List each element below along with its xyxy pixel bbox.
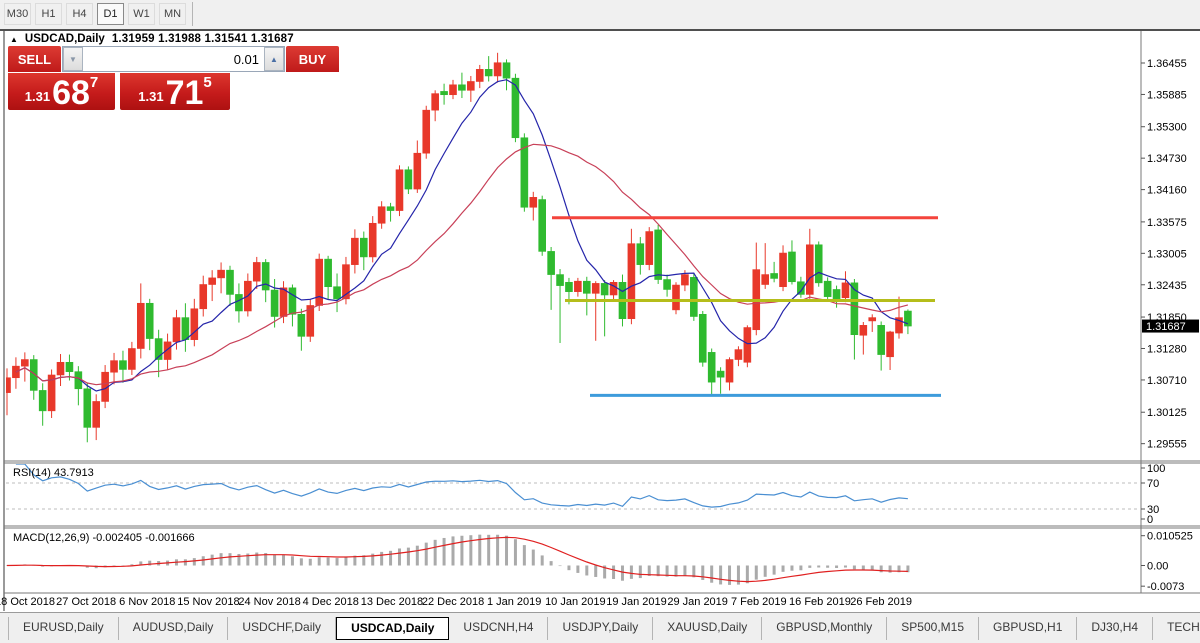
timeframe-button-w1[interactable]: W1 bbox=[128, 3, 155, 25]
rsi-indicator-label: RSI(14) 43.7913 bbox=[13, 467, 94, 479]
svg-text:24 Nov 2018: 24 Nov 2018 bbox=[238, 596, 300, 608]
svg-text:0.010525: 0.010525 bbox=[1147, 531, 1193, 543]
toolbar-separator bbox=[192, 2, 193, 26]
svg-text:1.31280: 1.31280 bbox=[1147, 343, 1187, 355]
chart-tab-eurusd-daily[interactable]: EURUSD,Daily bbox=[8, 616, 119, 640]
ma-fast-line bbox=[15, 79, 909, 392]
svg-text:4 Dec 2018: 4 Dec 2018 bbox=[303, 596, 359, 608]
price-axis[interactable]: 1.36455 1.35885 1.35300 1.34730 1.34160 1.335… bbox=[1141, 58, 1193, 593]
svg-text:1.33005: 1.33005 bbox=[1147, 248, 1187, 260]
chart-ohlc-values: 1.31959 1.31988 1.31541 1.31687 bbox=[111, 33, 294, 45]
ask-price-sup: 5 bbox=[203, 74, 212, 91]
svg-text:18 Oct 2018: 18 Oct 2018 bbox=[0, 596, 55, 608]
svg-text:16 Feb 2019: 16 Feb 2019 bbox=[789, 596, 851, 608]
svg-text:13 Dec 2018: 13 Dec 2018 bbox=[361, 596, 423, 608]
volume-spinner: ▼ ▲ bbox=[62, 46, 285, 72]
svg-text:1.35885: 1.35885 bbox=[1147, 89, 1187, 101]
main-price-pane[interactable] bbox=[4, 52, 942, 443]
svg-text:1.35300: 1.35300 bbox=[1147, 122, 1187, 134]
timeframe-button-d1[interactable]: D1 bbox=[97, 3, 124, 25]
chart-tab-usdcad-daily[interactable]: USDCAD,Daily bbox=[336, 616, 450, 640]
macd-pane[interactable] bbox=[6, 534, 910, 585]
svg-text:30: 30 bbox=[1147, 504, 1159, 516]
buy-button[interactable]: BUY bbox=[286, 46, 339, 72]
chart-tab-dj30-h4[interactable]: DJ30,H4 bbox=[1077, 616, 1154, 640]
rsi-line bbox=[15, 464, 908, 508]
svg-text:1 Jan 2019: 1 Jan 2019 bbox=[487, 596, 541, 608]
bid-price-sup: 7 bbox=[89, 74, 99, 91]
collapse-trade-panel-icon[interactable]: ▲ bbox=[10, 34, 18, 44]
ask-price-big: 71 bbox=[165, 74, 204, 112]
svg-text:0: 0 bbox=[1147, 514, 1153, 526]
bid-price-prefix: 1.31 bbox=[24, 89, 51, 104]
svg-text:26 Feb 2019: 26 Feb 2019 bbox=[850, 596, 912, 608]
svg-text:0.00: 0.00 bbox=[1147, 561, 1168, 573]
svg-text:1.36455: 1.36455 bbox=[1147, 58, 1187, 70]
ask-price-panel[interactable]: 1.31 71 5 bbox=[120, 73, 230, 110]
svg-text:1.29555: 1.29555 bbox=[1147, 439, 1187, 451]
bid-price-panel[interactable]: 1.31 68 7 bbox=[8, 73, 115, 110]
current-price-badge: 1.31687 bbox=[1142, 319, 1199, 333]
volume-input[interactable] bbox=[83, 47, 264, 71]
timeframe-button-h1[interactable]: H1 bbox=[35, 3, 62, 25]
timeframe-toolbar: M30 H1 H4 D1 W1 MN bbox=[0, 0, 1200, 29]
svg-text:1.30710: 1.30710 bbox=[1147, 375, 1187, 387]
svg-text:1.31687: 1.31687 bbox=[1146, 321, 1186, 333]
svg-text:22 Dec 2018: 22 Dec 2018 bbox=[422, 596, 484, 608]
timeframe-button-h4[interactable]: H4 bbox=[66, 3, 93, 25]
chart-tab-usdjpy-daily[interactable]: USDJPY,Daily bbox=[548, 616, 654, 640]
svg-text:1.32435: 1.32435 bbox=[1147, 280, 1187, 292]
svg-text:70: 70 bbox=[1147, 478, 1159, 490]
volume-increase-icon[interactable]: ▲ bbox=[264, 47, 284, 71]
macd-signal-line bbox=[6, 536, 908, 583]
chart-tab-sp500-m15[interactable]: SP500,M15 bbox=[887, 616, 980, 640]
sell-button[interactable]: SELL bbox=[8, 46, 61, 72]
ask-price-prefix: 1.31 bbox=[138, 89, 164, 104]
chart-tab-tech100-h1[interactable]: TECH100,H1 bbox=[1153, 617, 1200, 640]
chart-tab-audusd-daily[interactable]: AUDUSD,Daily bbox=[119, 616, 229, 640]
volume-decrease-icon[interactable]: ▼ bbox=[63, 47, 83, 71]
svg-text:19 Jan 2019: 19 Jan 2019 bbox=[606, 596, 667, 608]
time-axis[interactable]: 18 Oct 2018 27 Oct 2018 6 Nov 2018 15 Nov 2… bbox=[0, 596, 912, 608]
svg-text:7 Feb 2019: 7 Feb 2019 bbox=[731, 596, 787, 608]
chart-title-row: ▲ USDCAD,Daily 1.31959 1.31988 1.31541 1… bbox=[10, 33, 294, 45]
chart-symbol-label: USDCAD,Daily bbox=[24, 33, 105, 45]
svg-text:10 Jan 2019: 10 Jan 2019 bbox=[545, 596, 606, 608]
svg-text:29 Jan 2019: 29 Jan 2019 bbox=[667, 596, 728, 608]
chart-tab-bar: EURUSD,Daily AUDUSD,Daily USDCHF,Daily USDC… bbox=[0, 612, 1200, 643]
svg-text:1.33575: 1.33575 bbox=[1147, 217, 1187, 229]
bid-price-big: 68 bbox=[52, 74, 90, 112]
timeframe-button-m30[interactable]: M30 bbox=[4, 3, 31, 25]
svg-text:15 Nov 2018: 15 Nov 2018 bbox=[177, 596, 239, 608]
svg-text:1.30125: 1.30125 bbox=[1147, 407, 1187, 419]
svg-text:1.34160: 1.34160 bbox=[1147, 185, 1187, 197]
one-click-trade-panel: SELL ▼ ▲ BUY 1.31 68 7 1.31 71 5 bbox=[8, 46, 339, 110]
chart-tab-usdcnh-h4[interactable]: USDCNH,H4 bbox=[449, 616, 549, 640]
chart-window-background bbox=[0, 29, 1200, 612]
chart-tab-xauusd-daily[interactable]: XAUUSD,Daily bbox=[653, 616, 763, 640]
svg-text:6 Nov 2018: 6 Nov 2018 bbox=[119, 596, 175, 608]
chart-tab-gbpusd-monthly[interactable]: GBPUSD,Monthly bbox=[762, 616, 888, 640]
chart-tab-gbpusd-h1[interactable]: GBPUSD,H1 bbox=[979, 616, 1078, 640]
svg-text:-0.0073: -0.0073 bbox=[1147, 581, 1184, 593]
svg-text:27 Oct 2018: 27 Oct 2018 bbox=[56, 596, 116, 608]
svg-text:100: 100 bbox=[1147, 463, 1165, 475]
svg-text:1.34730: 1.34730 bbox=[1147, 153, 1187, 165]
rsi-pane[interactable] bbox=[6, 464, 1141, 510]
macd-indicator-label: MACD(12,26,9) -0.002405 -0.001666 bbox=[13, 532, 195, 544]
chart-tab-usdchf-daily[interactable]: USDCHF,Daily bbox=[228, 616, 337, 640]
timeframe-button-mn[interactable]: MN bbox=[159, 3, 186, 25]
ma-slow-line bbox=[15, 143, 909, 386]
